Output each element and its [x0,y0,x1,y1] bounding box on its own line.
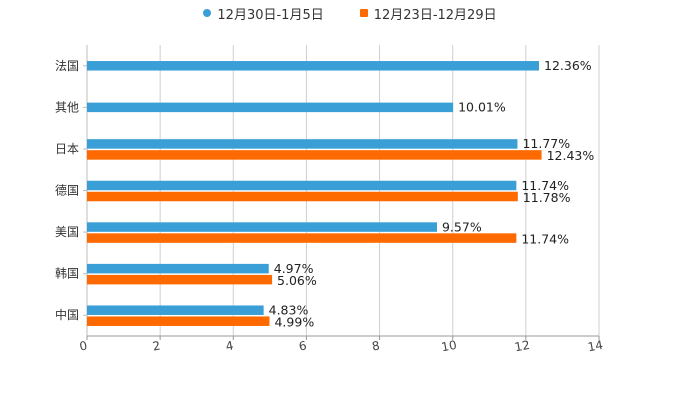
bar-series-2-4 [87,233,517,243]
y-tick-label-5: 韩国 [55,266,79,281]
data-label-series-1-6: 4.83% [269,302,309,317]
bar-series-1-3 [87,180,517,191]
bar-series-1-2 [87,139,518,149]
legend-label-series-1: 12月30日-1月5日 [217,7,324,23]
legend-item-series-1[interactable]: 12月30日-1月5日 [203,4,324,23]
y-tick-label-6: 中国 [55,307,79,322]
bar-series-2-6 [87,316,270,326]
y-tick-label-3: 德国 [55,183,79,198]
data-label-series-2-6: 4.99% [274,314,314,329]
legend: 12月30日-1月5日 12月23日-12月29日 [0,4,700,23]
bar-series-2-3 [87,191,518,202]
x-tick-label-10: 10 [440,338,457,354]
data-label-series-2-2: 12.43% [547,148,595,163]
data-label-series-1-1: 10.01% [458,100,506,115]
x-tick-label-8: 8 [371,339,381,354]
bar-series-1-1 [87,102,454,113]
data-label-series-2-3: 11.78% [523,190,571,205]
bar-series-1-0 [87,61,540,71]
legend-label-series-2: 12月23日-12月29日 [373,7,497,23]
legend-item-series-2[interactable]: 12月23日-12月29日 [359,4,497,23]
data-label-series-1-2: 11.77% [522,136,570,151]
legend-marker-series-1 [203,9,212,17]
x-tick-label-6: 6 [298,339,308,354]
bar-series-1-4 [87,222,437,232]
x-tick-label-14: 14 [587,338,604,354]
data-label-series-1-5: 4.97% [274,261,314,276]
data-label-series-1-4: 9.57% [442,219,482,234]
data-label-series-1-3: 11.74% [521,178,569,193]
x-tick-label-12: 12 [513,338,530,354]
bar-series-1-5 [87,263,269,274]
x-tick-label-2: 2 [151,339,161,354]
x-tick-label-0: 0 [78,339,88,354]
data-label-series-2-5: 5.06% [277,273,317,288]
bar-series-2-2 [87,150,542,160]
x-tick-label-4: 4 [225,339,235,354]
y-tick-label-1: 其他 [55,100,79,114]
data-label-series-1-0: 12.36% [544,58,592,73]
bar-series-2-5 [87,274,273,285]
y-tick-label-4: 美国 [55,225,79,239]
y-tick-label-2: 日本 [55,142,79,156]
y-tick-label-0: 法国 [55,59,79,73]
bar-series-1-6 [87,305,264,315]
data-label-series-2-4: 11.74% [521,231,569,246]
legend-marker-series-2 [359,9,368,17]
